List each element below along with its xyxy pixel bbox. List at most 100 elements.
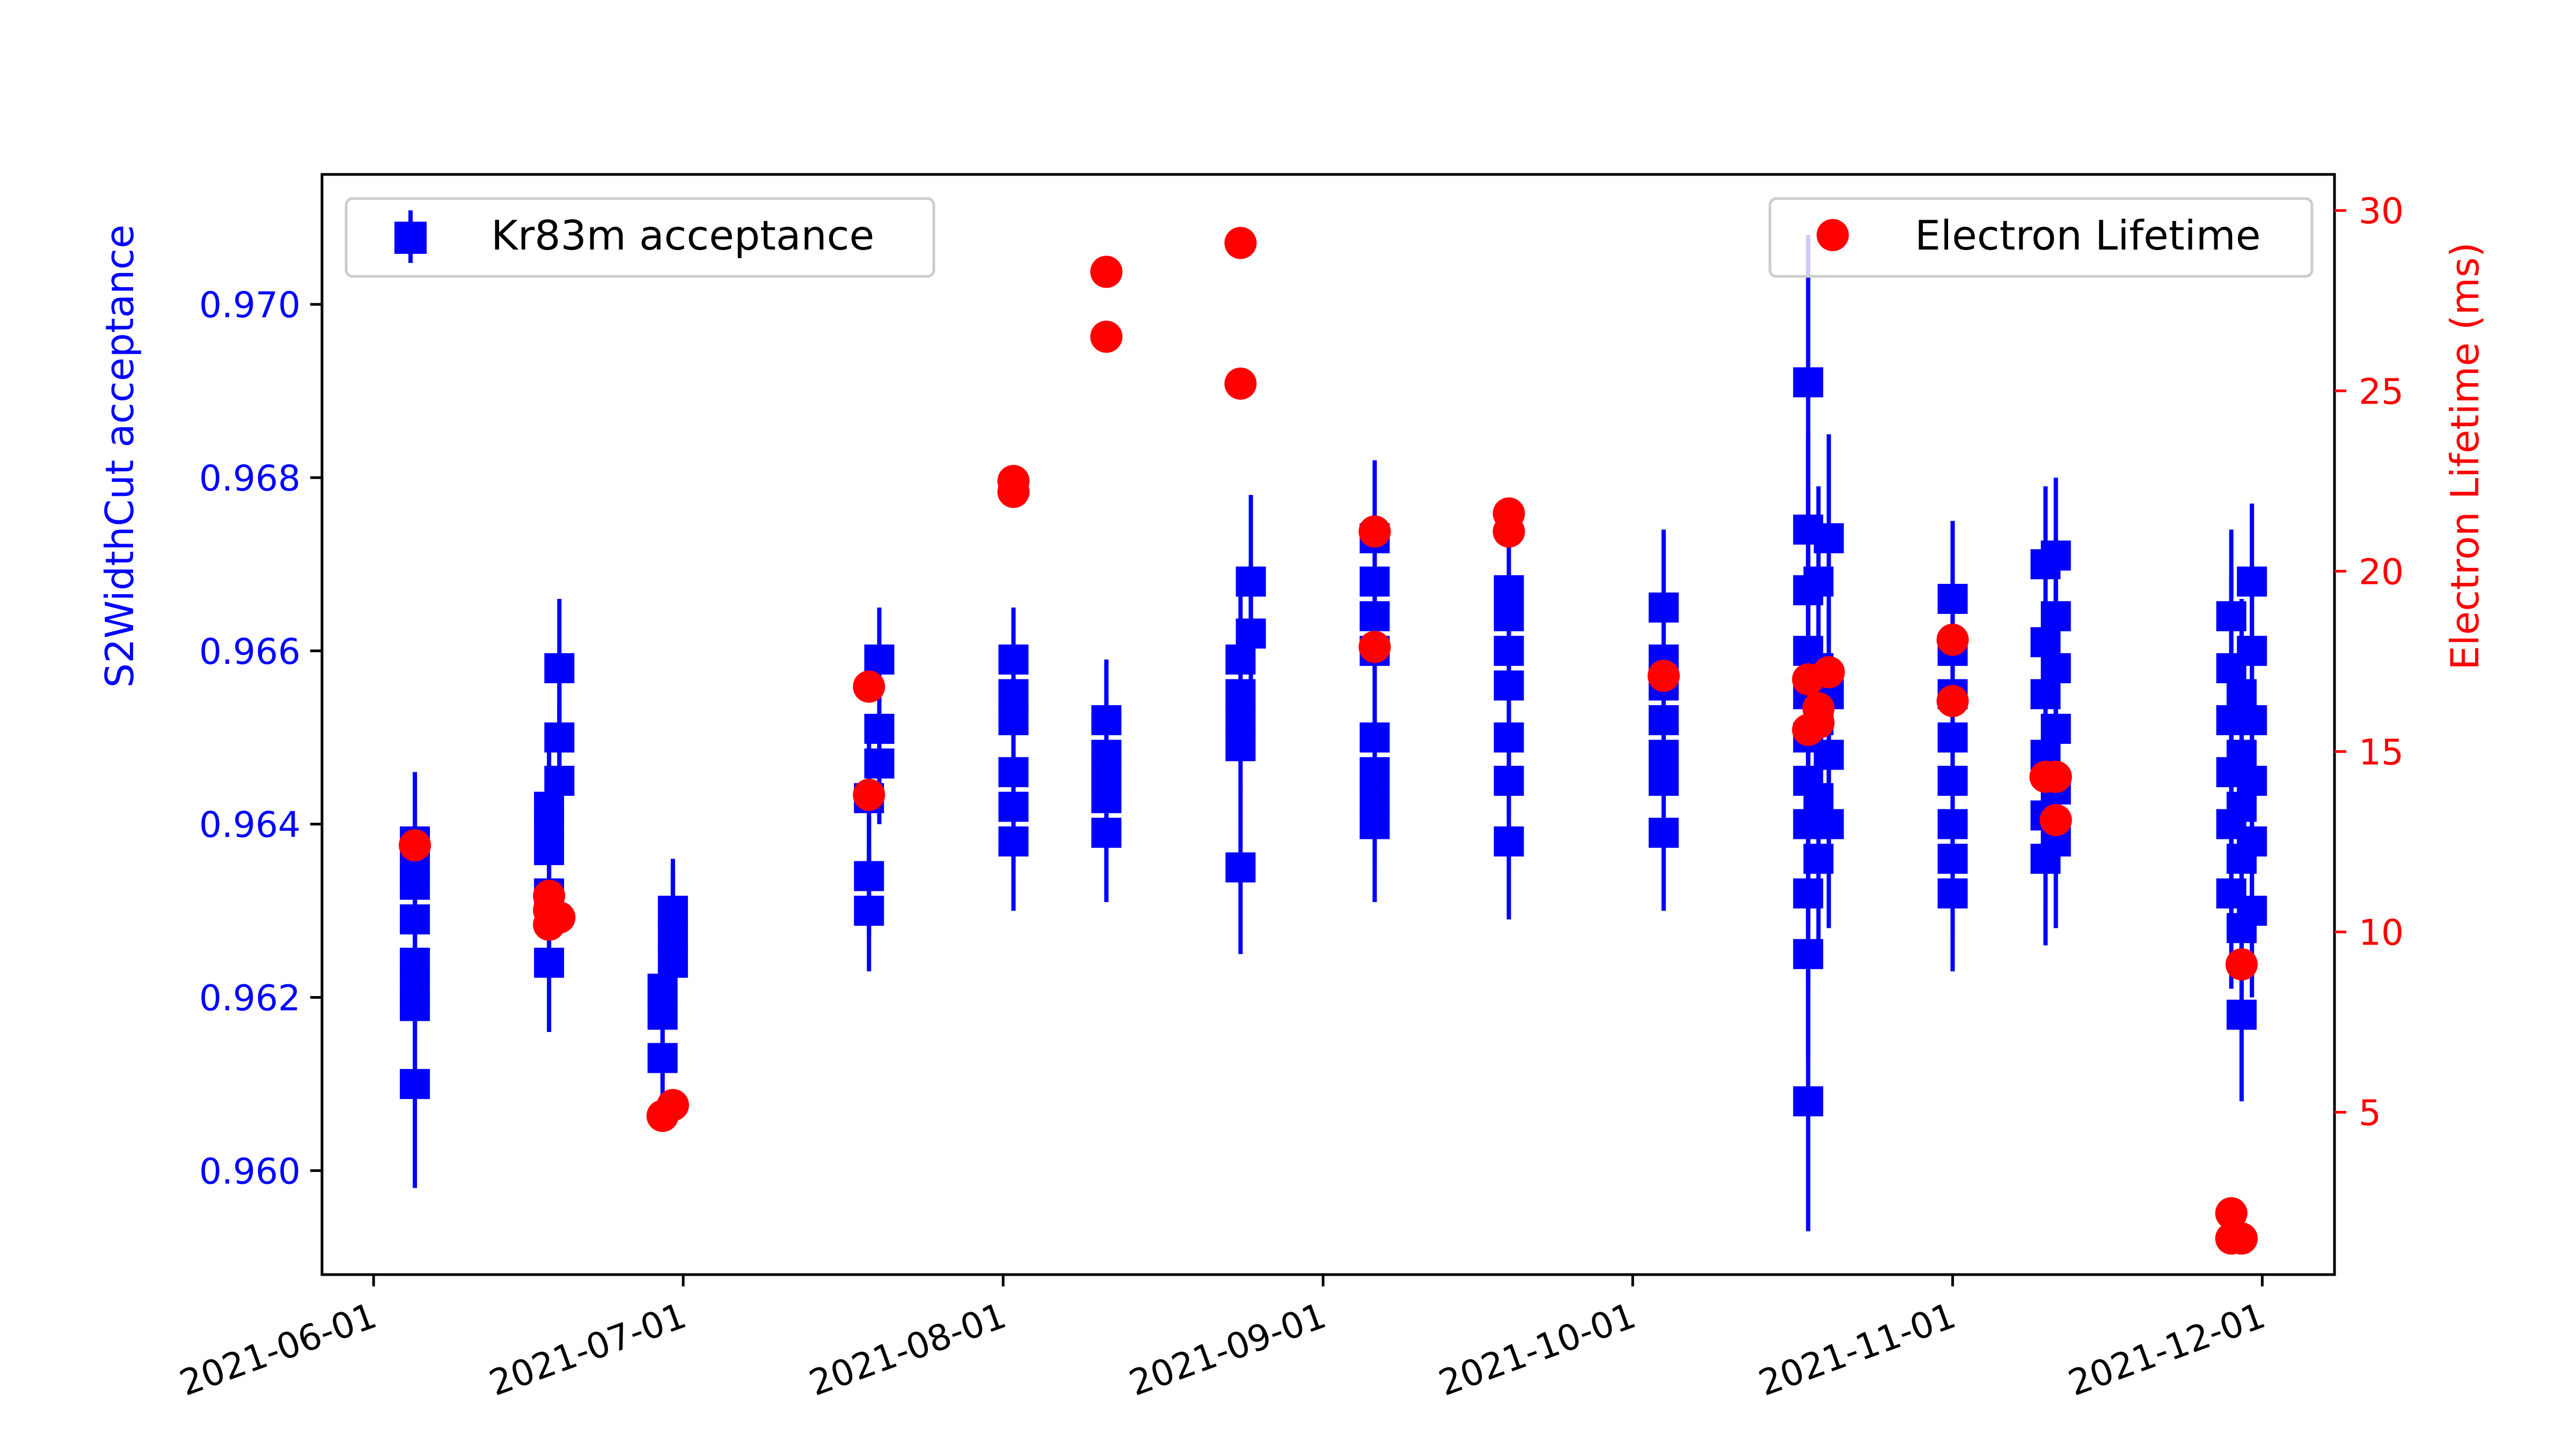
acceptance-point-39 xyxy=(1225,852,1256,883)
lifetime-point-18 xyxy=(1492,515,1525,548)
acceptance-point-62 xyxy=(1649,765,1679,796)
lifetime-point-29 xyxy=(2039,804,2072,837)
acceptance-point-122 xyxy=(2237,765,2267,796)
acceptance-point-52 xyxy=(1359,566,1390,597)
acceptance-point-118 xyxy=(2226,740,2257,770)
acceptance-point-64 xyxy=(1649,705,1679,735)
acceptance-point-37 xyxy=(1091,740,1122,770)
acceptance-point-43 xyxy=(1225,644,1256,675)
acceptance-point-21 xyxy=(657,896,688,926)
lifetime-point-11 xyxy=(1090,255,1123,288)
lifetime-point-12 xyxy=(1090,320,1123,353)
acceptance-point-0 xyxy=(400,1069,430,1099)
acceptance-point-91 xyxy=(1937,765,1968,796)
y-tick-label-3: 0.966 xyxy=(199,631,301,672)
acceptance-point-13 xyxy=(544,765,575,796)
acceptance-point-79 xyxy=(1803,844,1834,874)
acceptance-point-121 xyxy=(2237,826,2267,857)
acceptance-point-38 xyxy=(1091,705,1122,735)
acceptance-point-12 xyxy=(534,792,565,822)
acceptance-point-114 xyxy=(2226,999,2257,1030)
y-tick-label-5: 0.970 xyxy=(199,284,301,326)
lifetime-point-33 xyxy=(2225,948,2258,980)
legend-lifetime[interactable]: Electron Lifetime xyxy=(1768,197,2314,278)
acceptance-point-106 xyxy=(2040,601,2071,632)
acceptance-point-57 xyxy=(1494,670,1524,701)
right-axis: 5 10 15 20 25 30 xyxy=(2334,191,2404,1134)
acceptance-point-14 xyxy=(544,722,575,753)
acceptance-point-85 xyxy=(1813,740,1844,770)
acceptance-point-18 xyxy=(647,974,678,1004)
acceptance-point-58 xyxy=(1494,635,1524,666)
y2-tick-label-4: 25 xyxy=(2359,371,2404,412)
acceptance-point-55 xyxy=(1494,765,1524,796)
plot-area xyxy=(399,226,2267,1255)
legend-acceptance-frame xyxy=(345,197,935,278)
acceptance-point-29 xyxy=(998,792,1029,822)
lifetime-point-28 xyxy=(2039,760,2072,793)
acceptance-point-28 xyxy=(998,826,1029,857)
acceptance-point-23 xyxy=(854,861,884,891)
lifetime-point-25 xyxy=(1936,624,1969,656)
y2-axis-label: Electron Lifetime (ms) xyxy=(2442,242,2487,670)
legend-acceptance-label: Kr83m acceptance xyxy=(491,211,874,259)
y2-tick-label-1: 10 xyxy=(2359,912,2404,953)
acceptance-point-22 xyxy=(854,896,884,926)
acceptance-point-40 xyxy=(1225,731,1256,762)
plot-frame xyxy=(320,173,2336,1276)
lifetime-point-23 xyxy=(1802,706,1835,739)
lifetime-point-7 xyxy=(853,670,885,703)
acceptance-point-99 xyxy=(2030,679,2061,709)
y2-tick-label-2: 15 xyxy=(2359,731,2404,773)
acceptance-point-89 xyxy=(1937,844,1968,874)
y-tick-label-0: 0.960 xyxy=(199,1151,301,1192)
acceptance-point-45 xyxy=(1235,566,1266,597)
lifetime-point-8 xyxy=(853,779,885,811)
acceptance-point-25 xyxy=(864,748,895,779)
acceptance-point-124 xyxy=(2237,635,2267,666)
acceptance-point-104 xyxy=(2040,714,2071,744)
acceptance-point-120 xyxy=(2237,896,2267,926)
lifetime-point-10 xyxy=(997,475,1030,508)
acceptance-point-69 xyxy=(1793,939,1824,969)
acceptance-point-117 xyxy=(2226,792,2257,822)
acceptance-point-70 xyxy=(1793,878,1824,909)
lifetime-point-19 xyxy=(1648,660,1680,692)
acceptance-point-49 xyxy=(1359,722,1390,753)
acceptance-point-68 xyxy=(1793,1086,1824,1117)
acceptance-point-125 xyxy=(2237,566,2267,597)
acceptance-point-61 xyxy=(1649,817,1679,848)
acceptance-point-56 xyxy=(1494,722,1524,753)
acceptance-point-63 xyxy=(1649,740,1679,770)
legend-lifetime-frame xyxy=(1768,197,2314,278)
acceptance-point-2 xyxy=(400,974,430,1004)
acceptance-point-46 xyxy=(1359,809,1390,839)
acceptance-point-119 xyxy=(2226,679,2257,709)
acceptance-point-47 xyxy=(1359,783,1390,814)
acceptance-point-41 xyxy=(1225,705,1256,735)
acceptance-point-27 xyxy=(864,644,895,675)
acceptance-point-4 xyxy=(400,904,430,935)
acceptance-point-92 xyxy=(1937,722,1968,753)
acceptance-point-83 xyxy=(1803,566,1834,597)
y2-tick-label-5: 30 xyxy=(2359,191,2404,232)
legend-acceptance[interactable]: Kr83m acceptance xyxy=(345,197,935,278)
acceptance-point-90 xyxy=(1937,809,1968,839)
lifetime-point-13 xyxy=(1224,226,1257,259)
acceptance-point-32 xyxy=(998,679,1029,709)
left-axis: 0.960 0.962 0.964 0.966 0.968 0.970 xyxy=(199,284,322,1192)
lifetime-point-0 xyxy=(399,829,431,862)
y-tick-label-1: 0.962 xyxy=(199,977,301,1019)
acceptance-point-60 xyxy=(1494,575,1524,605)
acceptance-point-100 xyxy=(2030,627,2061,657)
y-axis-label: S2WidthCut acceptance xyxy=(97,225,142,688)
lifetime-point-32 xyxy=(2225,1222,2258,1255)
y2-tick-label-0: 5 xyxy=(2359,1093,2381,1134)
acceptance-point-84 xyxy=(1813,809,1844,839)
lifetime-point-6 xyxy=(656,1089,689,1122)
acceptance-point-113 xyxy=(2216,601,2246,632)
lifetime-point-16 xyxy=(1358,631,1391,663)
acceptance-point-34 xyxy=(1091,817,1122,848)
acceptance-point-44 xyxy=(1235,618,1266,649)
